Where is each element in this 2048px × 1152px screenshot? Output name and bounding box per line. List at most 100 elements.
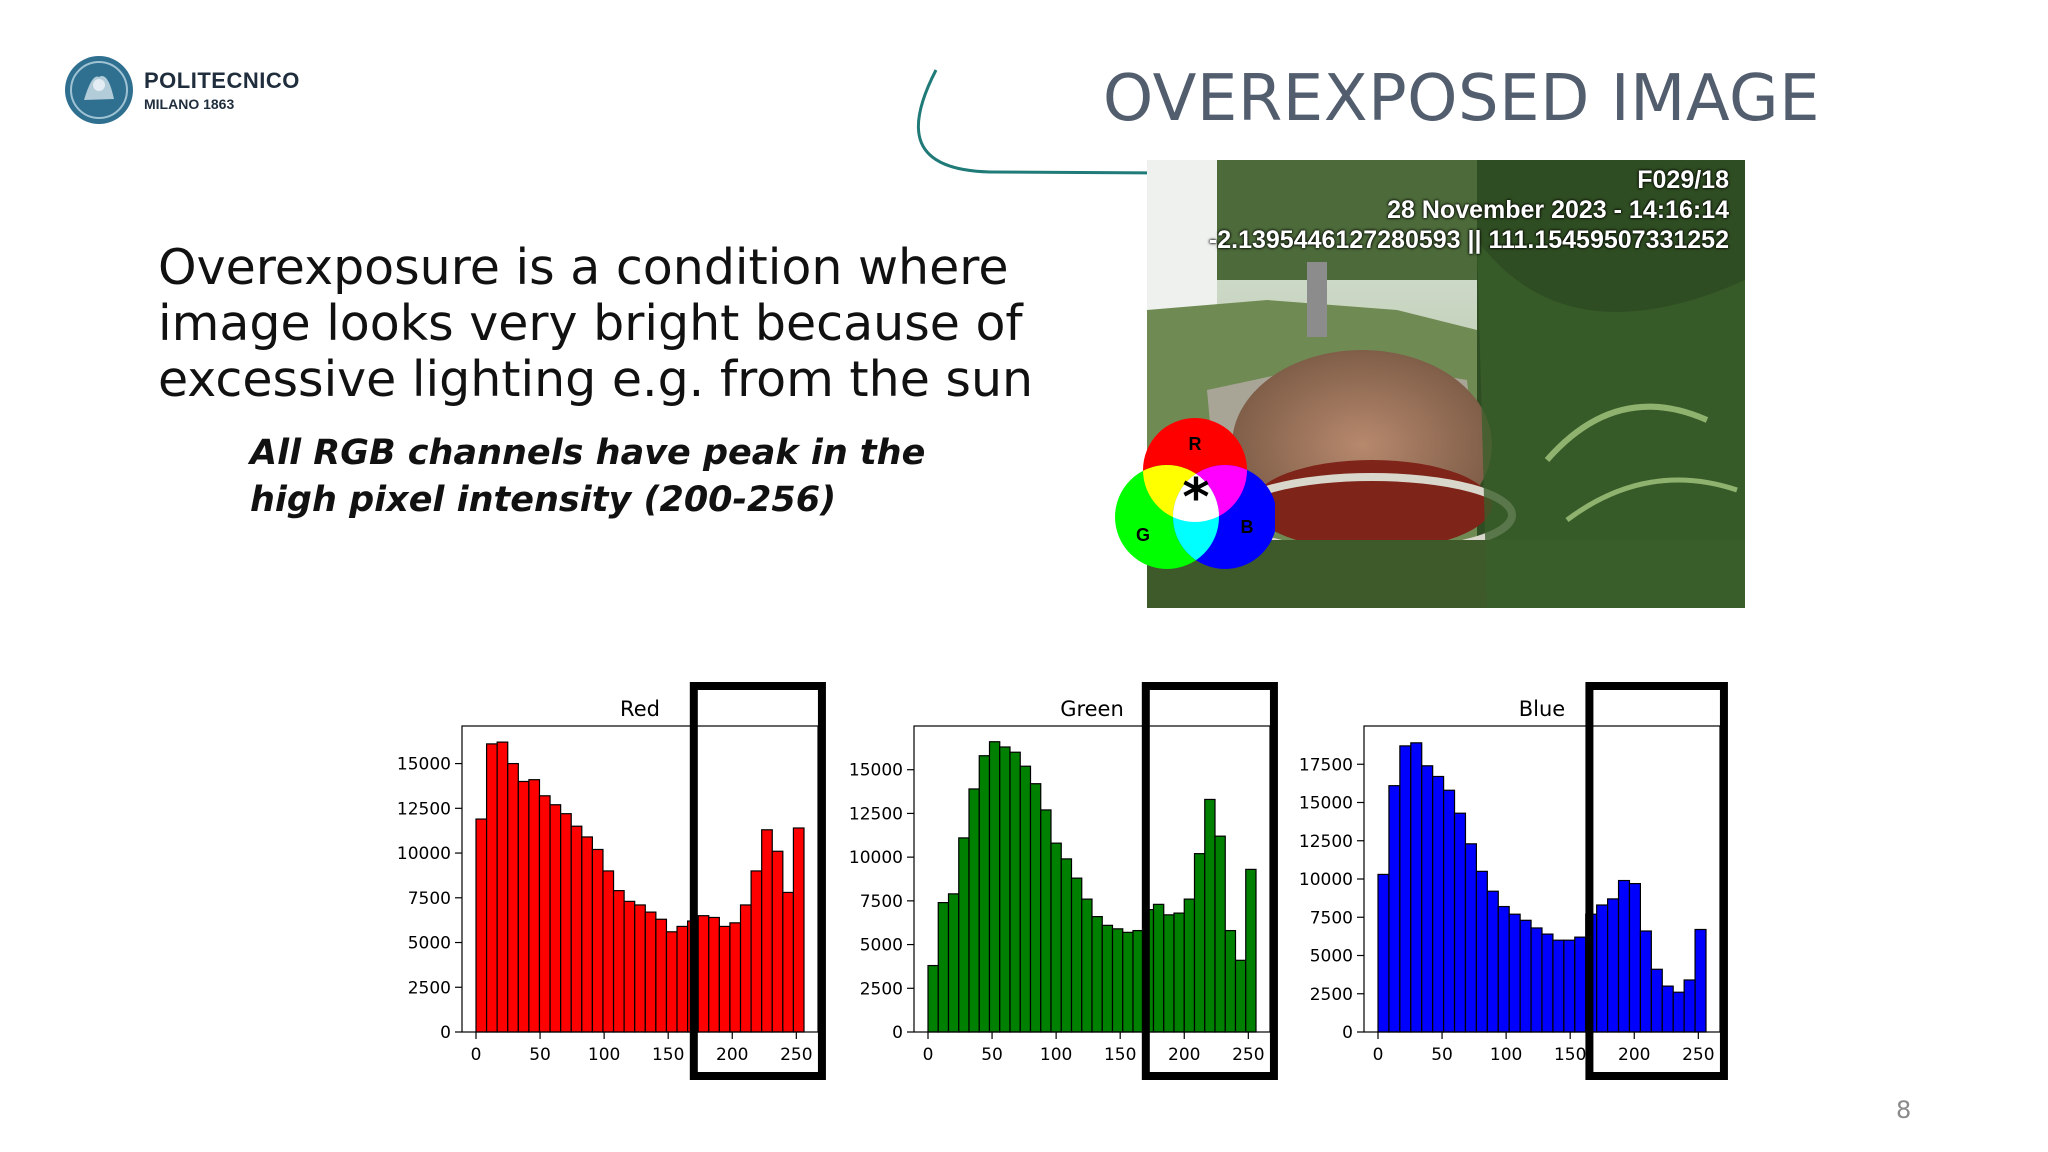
histogram-bar (1694, 928, 1707, 1033)
y-tick-label: 12500 (397, 799, 451, 819)
histogram-bar (782, 891, 795, 1033)
histogram-bar (1183, 898, 1196, 1033)
histogram-bar (1464, 843, 1477, 1033)
x-tick-label: 0 (923, 1045, 934, 1065)
histogram-bar (927, 964, 939, 1033)
histogram-bar (1388, 785, 1401, 1033)
histogram-bar (708, 916, 720, 1033)
histogram-bar (1607, 898, 1620, 1033)
histogram-bar (1661, 985, 1674, 1033)
histogram-bar (1019, 765, 1032, 1033)
x-tick-label: 200 (1618, 1045, 1650, 1065)
histogram-bar (623, 900, 636, 1033)
y-tick-label: 5000 (860, 936, 903, 956)
histogram-bar (1574, 936, 1587, 1033)
body-line: image looks very bright because of (158, 295, 1023, 352)
histogram-bar (655, 918, 668, 1033)
page-title: OVEREXPOSED IMAGE (1102, 62, 1820, 136)
histogram-bar (1377, 873, 1390, 1033)
histogram-title: Blue (1519, 697, 1565, 721)
histogram-bar (988, 741, 1001, 1033)
decorative-swoosh (916, 69, 1163, 175)
note-line: high pixel intensity (200-256) (250, 480, 837, 520)
y-tick-label: 0 (440, 1023, 451, 1043)
histogram-bar (729, 922, 742, 1033)
histogram-bar (1639, 930, 1652, 1033)
x-tick-label: 250 (1682, 1045, 1714, 1065)
histogram-bar (1070, 877, 1083, 1033)
histogram-bar (485, 743, 498, 1033)
y-tick-label: 0 (892, 1023, 903, 1043)
histogram-bar (1497, 905, 1510, 1033)
histogram-bar (1111, 928, 1124, 1033)
x-tick-label: 150 (1554, 1045, 1586, 1065)
rgb-label-g: G (1136, 525, 1150, 545)
y-tick-label: 5000 (1310, 947, 1353, 967)
histogram-bar (1081, 898, 1093, 1033)
y-tick-label: 15000 (849, 761, 903, 781)
histogram-bar (1432, 775, 1445, 1033)
y-tick-label: 12500 (1299, 832, 1353, 852)
histogram-bar (538, 795, 551, 1033)
x-tick-label: 50 (529, 1045, 551, 1065)
histogram-bar (1508, 913, 1521, 1033)
x-tick-label: 200 (1168, 1045, 1200, 1065)
histogram-bar (475, 818, 488, 1033)
histogram-bar (1122, 931, 1134, 1033)
histogram-bar (1399, 745, 1412, 1033)
histogram-bar (1650, 968, 1663, 1033)
histogram-bar (739, 904, 752, 1033)
histogram-bar (1009, 751, 1021, 1033)
histogram-bar (1163, 914, 1175, 1033)
photo-timestamp: 28 November 2023 - 14:16:14 (1387, 196, 1729, 224)
histogram-bar (1683, 979, 1696, 1033)
histogram-green: Green 0 2500 5000 7500 10000 12500 15000 0 50 100 1… (849, 682, 1278, 1080)
y-tick-label: 7500 (1310, 908, 1353, 928)
histogram-bar (1214, 835, 1226, 1033)
histogram-bar (999, 746, 1011, 1033)
photo-coordinates: -2.1395446127280593 || 111.1545950733125… (1208, 226, 1729, 254)
histogram-red: Red 0 2500 5000 7500 10000 12500 15000 0 50 100 150… (397, 682, 826, 1080)
seal-icon (65, 56, 133, 124)
histogram-bar (761, 829, 773, 1033)
logo-subtitle: MILANO 1863 (144, 95, 235, 112)
body-line: excessive lighting e.g. from the sun (158, 351, 1034, 408)
histogram-bar (718, 925, 731, 1033)
body-line: Overexposure is a condition where (158, 239, 1009, 296)
x-tick-label: 250 (1232, 1045, 1264, 1065)
histogram-bar (1204, 798, 1216, 1033)
histogram-bar (1519, 919, 1532, 1033)
histogram-bar (1050, 842, 1062, 1033)
histogram-bar (602, 870, 615, 1033)
histogram-bar (496, 741, 509, 1033)
histogram-bar (1443, 789, 1456, 1033)
histogram-bar (792, 827, 805, 1033)
histogram-bar (1552, 939, 1565, 1033)
rgb-venn-icon: R G B * (1115, 418, 1275, 569)
histogram-bar (1563, 939, 1576, 1033)
histogram-title: Red (620, 697, 660, 721)
x-tick-label: 100 (588, 1045, 620, 1065)
histogram-bar (1596, 904, 1609, 1033)
highlight-box (689, 682, 826, 1080)
y-tick-label: 7500 (408, 889, 451, 909)
histogram-bar (570, 825, 583, 1033)
y-tick-label: 10000 (849, 848, 903, 868)
y-tick-label: 17500 (1299, 755, 1353, 775)
highlight-note: All RGB channels have peak in the high p… (250, 430, 950, 524)
histogram-bar (581, 836, 593, 1033)
histogram-bar (750, 870, 763, 1033)
x-tick-label: 150 (652, 1045, 684, 1065)
rgb-label-b: B (1241, 517, 1254, 537)
histogram-bar (517, 780, 530, 1033)
histogram-bar (1193, 853, 1206, 1033)
histogram-bar (1152, 903, 1165, 1033)
histogram-bar (507, 762, 519, 1033)
histogram-bar (676, 925, 689, 1033)
histogram-title: Green (1060, 697, 1124, 721)
histogram-bar (978, 755, 991, 1033)
histogram-bar (1628, 882, 1642, 1033)
histogram-bar (591, 848, 604, 1033)
photo-id-label: F029/18 (1637, 166, 1729, 194)
x-tick-label: 150 (1104, 1045, 1136, 1065)
